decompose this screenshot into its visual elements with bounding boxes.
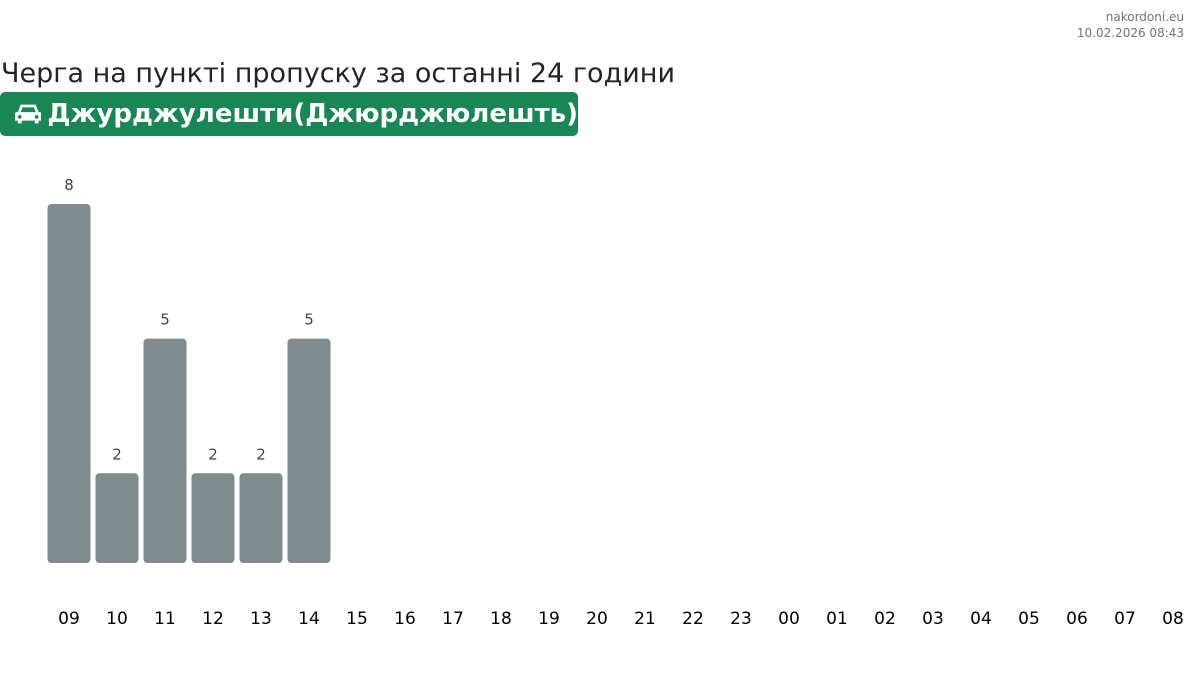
x-tick-label: 21: [634, 609, 656, 629]
bar: [239, 473, 283, 563]
car-icon: [15, 104, 42, 124]
x-tick-label: 23: [730, 609, 752, 629]
x-tick-label: 00: [778, 609, 800, 629]
bar: [47, 204, 91, 563]
bar: [287, 338, 331, 563]
bar: [191, 473, 235, 563]
x-tick-label: 15: [346, 609, 368, 629]
x-tick-label: 14: [298, 609, 320, 629]
data-label: 2: [256, 445, 266, 463]
bar: [95, 473, 139, 563]
checkpoint-name: Джурджулешти(Джюрджюлешть): [47, 99, 578, 129]
x-tick-label: 09: [58, 609, 80, 629]
data-label: 5: [304, 311, 314, 329]
checkpoint-badge: Джурджулешти(Джюрджюлешть): [0, 92, 578, 136]
x-tick-label: 03: [922, 609, 944, 629]
x-tick-label: 12: [202, 609, 224, 629]
data-label: 2: [208, 445, 218, 463]
timestamp: 10.02.2026 08:43: [1076, 26, 1184, 40]
site-info: nakordoni.eu 10.02.2026 08:43: [1077, 9, 1184, 41]
x-tick-label: 05: [1018, 609, 1040, 629]
x-tick-label: 06: [1066, 609, 1088, 629]
page-title: Черга на пункті пропуску за останні 24 г…: [1, 58, 675, 89]
x-tick-label: 10: [106, 609, 128, 629]
x-tick-label: 20: [586, 609, 608, 629]
data-label: 8: [64, 176, 74, 194]
x-tick-label: 07: [1114, 609, 1136, 629]
site-name: nakordoni.eu: [1105, 10, 1184, 24]
x-tick-label: 01: [826, 609, 848, 629]
x-tick-label: 18: [490, 609, 512, 629]
data-label: 5: [160, 311, 170, 329]
x-tick-label: 22: [682, 609, 704, 629]
data-label: 2: [112, 445, 122, 463]
x-tick-label: 11: [154, 609, 176, 629]
x-tick-label: 17: [442, 609, 464, 629]
x-tick-label: 08: [1162, 609, 1184, 629]
x-tick-label: 02: [874, 609, 896, 629]
x-tick-label: 16: [394, 609, 416, 629]
x-tick-label: 04: [970, 609, 992, 629]
x-tick-label: 19: [538, 609, 560, 629]
bar: [143, 338, 187, 563]
x-tick-label: 13: [250, 609, 272, 629]
